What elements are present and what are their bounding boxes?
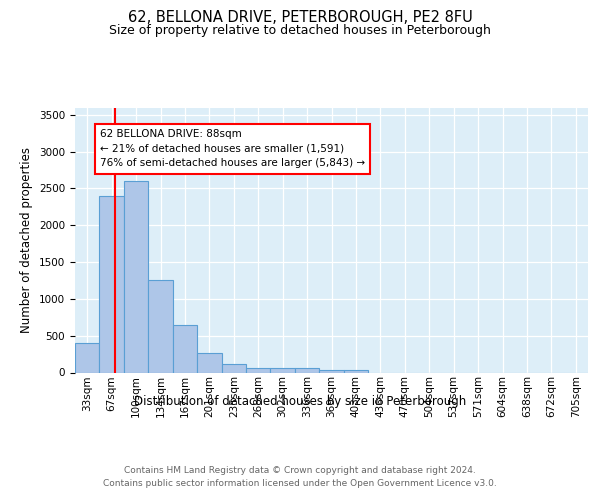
Bar: [148, 280, 173, 372]
Text: Contains public sector information licensed under the Open Government Licence v3: Contains public sector information licen…: [103, 479, 497, 488]
Bar: [197, 354, 221, 372]
Bar: [100, 196, 124, 372]
Bar: [124, 181, 148, 372]
Bar: [75, 343, 100, 372]
Bar: [173, 324, 197, 372]
Text: 62, BELLONA DRIVE, PETERBOROUGH, PE2 8FU: 62, BELLONA DRIVE, PETERBOROUGH, PE2 8FU: [128, 10, 472, 25]
Y-axis label: Number of detached properties: Number of detached properties: [20, 147, 34, 333]
Text: Size of property relative to detached houses in Peterborough: Size of property relative to detached ho…: [109, 24, 491, 37]
Bar: [295, 368, 319, 372]
Bar: [319, 370, 344, 372]
Text: Contains HM Land Registry data © Crown copyright and database right 2024.: Contains HM Land Registry data © Crown c…: [124, 466, 476, 475]
Bar: [221, 364, 246, 372]
Bar: [271, 368, 295, 372]
Text: Distribution of detached houses by size in Peterborough: Distribution of detached houses by size …: [134, 395, 466, 408]
Bar: [344, 370, 368, 372]
Text: 62 BELLONA DRIVE: 88sqm
← 21% of detached houses are smaller (1,591)
76% of semi: 62 BELLONA DRIVE: 88sqm ← 21% of detache…: [100, 129, 365, 168]
Bar: [246, 368, 271, 372]
